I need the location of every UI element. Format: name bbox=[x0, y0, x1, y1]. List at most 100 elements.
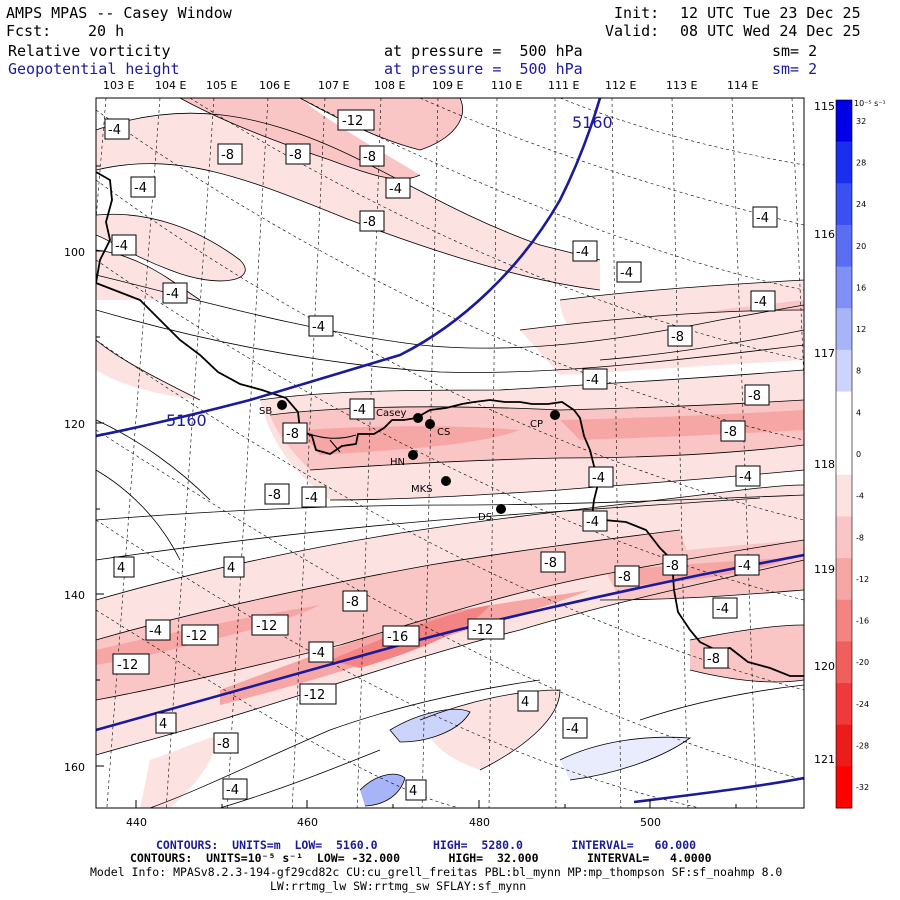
svg-text:-8: -8 bbox=[363, 150, 376, 165]
x-axis bbox=[135, 800, 737, 808]
model-info-line2: LW:rrtmg_lw SW:rrtmg_sw SFLAY:sf_mynn bbox=[270, 879, 527, 893]
vort-label: -8 bbox=[744, 384, 770, 406]
svg-text:-4: -4 bbox=[389, 182, 402, 197]
svg-text:-16: -16 bbox=[387, 630, 408, 645]
vort-label: -4 bbox=[308, 641, 334, 663]
vort-label: 4 bbox=[517, 690, 539, 712]
vort-label: -8 bbox=[213, 732, 239, 754]
colorbar-label: 0 bbox=[856, 450, 861, 459]
vort-label: -4 bbox=[582, 368, 608, 390]
svg-text:-8: -8 bbox=[217, 737, 230, 752]
colorbar-label: 24 bbox=[856, 200, 866, 209]
colorbar-swatch bbox=[836, 724, 852, 767]
lon-label: 106 E bbox=[259, 79, 290, 92]
lon-label: 111 E bbox=[548, 79, 579, 92]
field2-name: Geopotential height bbox=[8, 60, 180, 78]
colorbar-frame bbox=[835, 99, 853, 809]
svg-text:-4: -4 bbox=[115, 239, 128, 254]
contour-label-5160-top: 5160 bbox=[572, 113, 613, 132]
vort-label: -4 bbox=[712, 597, 738, 619]
svg-text:4: 4 bbox=[117, 561, 125, 576]
vort-label: -4 bbox=[616, 261, 642, 283]
station-marker bbox=[496, 504, 506, 514]
colorbar-label: -8 bbox=[856, 533, 864, 542]
colorbar-swatch bbox=[836, 391, 852, 434]
colorbar-label: -4 bbox=[856, 492, 864, 501]
vort-label: -12 bbox=[181, 624, 219, 646]
station-marker bbox=[413, 413, 423, 423]
height-contour-info: CONTOURS: UNITS=m LOW= 5160.0 HIGH= 5280… bbox=[156, 838, 697, 852]
svg-text:-8: -8 bbox=[666, 559, 679, 574]
svg-text:-4: -4 bbox=[586, 373, 599, 388]
vort-label: -12 bbox=[299, 683, 337, 705]
vort-label: -8 bbox=[359, 145, 385, 167]
colorbar-label: -28 bbox=[856, 742, 869, 751]
lon-label: 107 E bbox=[318, 79, 349, 92]
vort-label: -4 bbox=[752, 206, 778, 228]
colorbar-label: -32 bbox=[856, 783, 869, 792]
svg-text:-4: -4 bbox=[754, 295, 767, 310]
y-tick-label: 100 bbox=[64, 246, 85, 259]
vort-label: -12 bbox=[251, 614, 289, 636]
vort-label: 4 bbox=[113, 556, 135, 578]
lon-label: 105 E bbox=[206, 79, 237, 92]
vort-label: -12 bbox=[112, 653, 150, 675]
lon-label: 104 E bbox=[155, 79, 186, 92]
colorbar-swatch bbox=[836, 100, 852, 143]
colorbar-swatch bbox=[836, 683, 852, 726]
svg-text:-4: -4 bbox=[716, 602, 729, 617]
colorbar-swatch bbox=[836, 766, 852, 809]
vort-label: -4 bbox=[104, 118, 130, 140]
colorbar-swatch bbox=[836, 516, 852, 559]
colorbar-swatch bbox=[836, 349, 852, 393]
lon-label: 113 E bbox=[666, 79, 697, 92]
colorbar-label: 16 bbox=[856, 283, 866, 292]
vorticity-contour-info: CONTOURS: UNITS=10⁻⁵ s⁻¹ LOW= -32.000 HI… bbox=[130, 851, 712, 865]
svg-text:-8: -8 bbox=[544, 556, 557, 571]
vort-label: -8 bbox=[662, 554, 688, 576]
svg-text:-8: -8 bbox=[221, 148, 234, 163]
svg-text:-4: -4 bbox=[166, 287, 179, 302]
vort-label: -8 bbox=[720, 420, 746, 442]
lon-label: 103 E bbox=[103, 79, 134, 92]
vort-label: -4 bbox=[349, 398, 375, 420]
lon-label: 110 E bbox=[491, 79, 522, 92]
colorbar-swatch bbox=[836, 308, 852, 351]
stations: SB Casey CS HN CP MKS DS bbox=[259, 400, 560, 523]
station-marker bbox=[277, 400, 287, 410]
svg-text:-8: -8 bbox=[748, 389, 761, 404]
station-marker bbox=[550, 410, 560, 420]
vort-label: -12 bbox=[337, 109, 375, 131]
station-label: Casey bbox=[376, 408, 406, 419]
top-longitude-labels: 103 E 104 E 105 E 106 E 107 E 108 E 109 … bbox=[103, 79, 758, 92]
vort-label: -8 bbox=[285, 143, 311, 165]
colorbar-label: 8 bbox=[856, 367, 861, 376]
vort-label: -4 bbox=[308, 315, 334, 337]
forecast-label: Fcst: bbox=[6, 22, 52, 40]
vort-label: -8 bbox=[614, 565, 640, 587]
colorbar-swatch bbox=[836, 641, 852, 684]
svg-text:-4: -4 bbox=[149, 624, 162, 639]
field1-level: at pressure = 500 hPa bbox=[384, 42, 583, 60]
colorbar-label: 4 bbox=[856, 408, 861, 417]
svg-text:4: 4 bbox=[227, 561, 235, 576]
y-axis bbox=[96, 165, 104, 767]
colorbar-label: -24 bbox=[856, 700, 869, 709]
svg-text:-4: -4 bbox=[134, 181, 147, 196]
valid-label: Valid: bbox=[605, 22, 660, 40]
vort-label: -4 bbox=[735, 465, 761, 487]
forecast-hour: 20 h bbox=[88, 22, 125, 40]
svg-text:-12: -12 bbox=[342, 114, 363, 129]
svg-text:-12: -12 bbox=[186, 629, 207, 644]
svg-text:-4: -4 bbox=[620, 266, 633, 281]
svg-text:-4: -4 bbox=[312, 320, 325, 335]
svg-text:-8: -8 bbox=[671, 330, 684, 345]
colorbar-label: 12 bbox=[856, 325, 866, 334]
vort-label: -12 bbox=[467, 618, 505, 640]
x-tick-label: 460 bbox=[297, 816, 318, 829]
lon-label: 112 E bbox=[605, 79, 636, 92]
svg-text:-8: -8 bbox=[363, 215, 376, 230]
vort-label: -4 bbox=[222, 778, 248, 800]
vort-label: -8 bbox=[342, 590, 368, 612]
vort-label: -4 bbox=[582, 510, 608, 532]
